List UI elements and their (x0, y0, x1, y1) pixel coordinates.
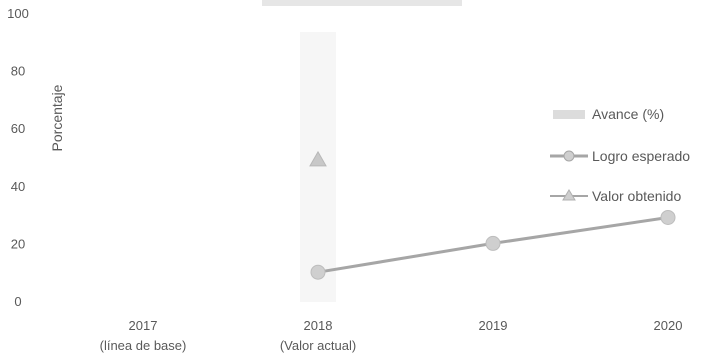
x-tick-label-2020: 2020 (654, 318, 683, 333)
logro-esperado-point-2019 (485, 235, 501, 251)
legend-marker-valor (562, 189, 576, 201)
x-tick-2017: 2017 (línea de base) (100, 318, 187, 353)
legend-item-valor[interactable]: Valor obtenido (550, 188, 681, 204)
legend-item-logro[interactable]: Logro esperado (550, 148, 690, 164)
avance-bar-2018 (300, 32, 336, 302)
x-tick-label-2018: 2018 (304, 318, 333, 333)
y-tick-label-0: 0 (14, 294, 21, 309)
logro-esperado-point-2018 (310, 264, 326, 280)
legend-label-logro: Logro esperado (592, 148, 690, 164)
y-tick-labels: 0 20 40 60 80 100 (7, 6, 29, 309)
x-tick-2019: 2019 (479, 318, 508, 333)
series-marks (309, 150, 676, 280)
x-tick-sublabel-2018: (Valor actual) (280, 338, 356, 353)
x-tick-label-2019: 2019 (479, 318, 508, 333)
x-tick-2018: 2018 (Valor actual) (280, 318, 356, 353)
y-tick-label-60: 60 (11, 121, 25, 136)
y-tick-label-40: 40 (11, 179, 25, 194)
title-cropped (262, 0, 462, 6)
legend-marker-logro (563, 150, 575, 162)
legend-item-avance[interactable]: Avance (%) (553, 106, 664, 122)
valor-obtenido-point-2018 (309, 150, 327, 167)
legend-label-avance: Avance (%) (592, 106, 664, 122)
y-axis-title: Porcentaje (49, 84, 65, 151)
x-tick-2020: 2020 (654, 318, 683, 333)
x-tick-labels: 2017(línea de base)2018(Valor actual)201… (100, 318, 683, 353)
legend-label-valor: Valor obtenido (592, 188, 681, 204)
legend: Avance (%) Logro esperado Valor obtenido (550, 106, 690, 204)
x-tick-label-2017: 2017 (129, 318, 158, 333)
legend-swatch-avance (553, 110, 585, 119)
y-tick-label-80: 80 (11, 64, 25, 79)
x-tick-sublabel-2017: (línea de base) (100, 338, 187, 353)
logro-esperado-point-2020 (660, 209, 676, 225)
y-tick-label-100: 100 (7, 6, 29, 21)
y-tick-label-20: 20 (11, 236, 25, 251)
